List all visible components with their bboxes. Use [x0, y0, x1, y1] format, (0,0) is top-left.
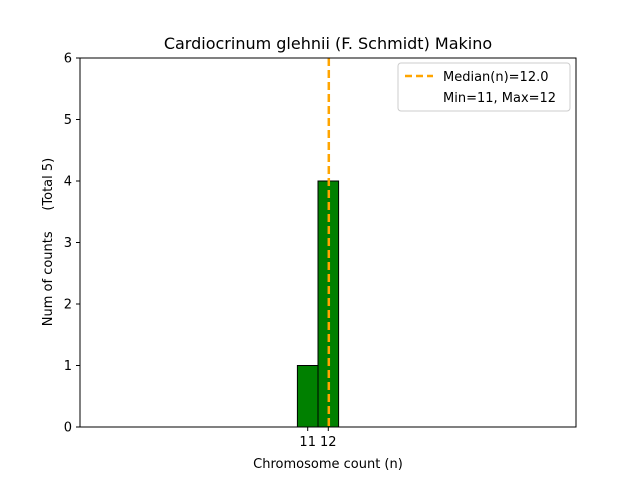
- bars: [80, 180, 400, 428]
- x-tick-label: 11: [299, 435, 316, 450]
- legend-box: [397, 62, 571, 112]
- y-tick-label: 3: [64, 236, 72, 251]
- y-tick-label: 1: [64, 359, 72, 374]
- x-axis-label: Chromosome count (n): [253, 457, 403, 472]
- x-axis: 11 12: [299, 427, 337, 450]
- legend-entry-minmax: Min=11, Max=12: [443, 91, 556, 106]
- y-tick-label: 5: [64, 113, 72, 128]
- legend: Median(n)=12.0 Min=11, Max=12: [397, 62, 571, 112]
- histogram-bar-11: [296, 365, 319, 428]
- y-tick-label: 0: [64, 421, 72, 436]
- y-axis: 0 1 2 3 4 5 6: [64, 52, 80, 436]
- chart-title: Cardiocrinum glehnii (F. Schmidt) Makino: [164, 34, 492, 53]
- y-tick-label: 4: [64, 175, 72, 190]
- legend-entry-median: Median(n)=12.0: [443, 70, 549, 85]
- y-axis-label: Num of counts (Total 5): [41, 158, 56, 326]
- y-tick-label: 6: [64, 52, 72, 67]
- y-tick-label: 2: [64, 298, 72, 313]
- x-tick-label: 12: [320, 435, 337, 450]
